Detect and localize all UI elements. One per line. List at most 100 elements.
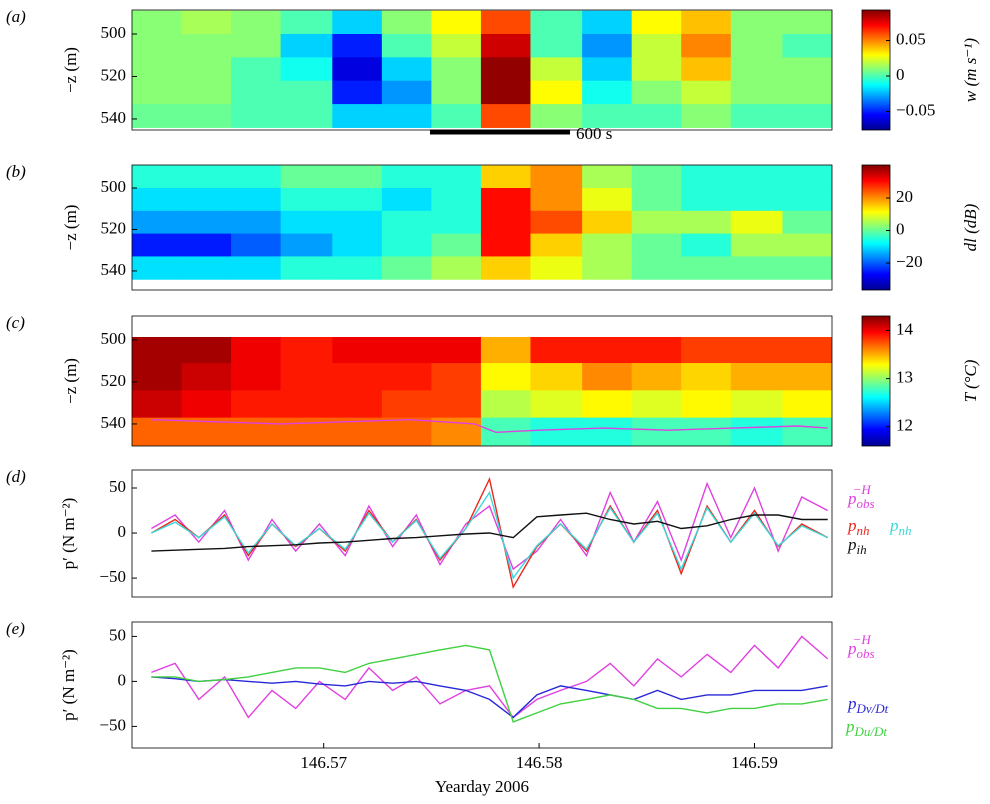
heatmap-cell	[181, 10, 232, 35]
y-tick-label: 520	[101, 218, 127, 237]
heatmap-cell	[431, 104, 482, 128]
heatmap-cell	[280, 104, 333, 128]
heatmap-cell	[480, 165, 531, 189]
y-tick-label: 540	[101, 413, 127, 432]
series-line	[151, 512, 828, 552]
heatmap-cell	[631, 10, 682, 35]
heatmap-cell	[730, 104, 783, 128]
heatmap-cell	[381, 417, 432, 446]
heatmap-cell	[381, 337, 432, 364]
heatmap-cell	[681, 337, 732, 364]
heatmap-cell	[181, 80, 232, 105]
heatmap-cell	[431, 188, 482, 212]
heatmap-cell	[181, 165, 232, 189]
heatmap-cell	[782, 188, 832, 212]
heatmap-cell	[530, 80, 583, 105]
heatmap-cell	[631, 34, 682, 58]
heatmap-cell	[431, 256, 482, 280]
heatmap-cell	[730, 363, 783, 391]
heatmap-cell	[782, 10, 832, 35]
heatmap-cell	[782, 417, 832, 446]
y-axis-label: p′ (N m⁻²)	[59, 649, 78, 721]
heatmap-cell	[231, 104, 282, 128]
heatmap-cell	[280, 80, 333, 105]
heatmap-cell	[280, 10, 333, 35]
heatmap-cell	[431, 34, 482, 58]
heatmap-cell	[280, 210, 333, 235]
x-tick-label: 146.57	[300, 753, 347, 772]
heatmap-cell	[332, 337, 383, 364]
x-axis-label: Yearday 2006	[435, 777, 529, 796]
heatmap-cell	[381, 165, 432, 189]
heatmap-cell	[332, 390, 383, 419]
heatmap-cell	[381, 104, 432, 128]
heatmap-cell	[431, 337, 482, 364]
heatmap-cell	[381, 256, 432, 280]
heatmap-cell	[332, 57, 383, 82]
heatmap-cell	[782, 337, 832, 364]
plot-area	[151, 635, 829, 723]
series-line	[151, 481, 829, 571]
heatmap-cell	[631, 188, 682, 212]
heatmap-cell	[681, 57, 732, 82]
heatmap-cell	[431, 165, 482, 189]
heatmap-cell	[132, 80, 183, 105]
heatmap-cell	[782, 104, 832, 128]
plot-area	[151, 476, 829, 589]
heatmap-cell	[582, 57, 633, 82]
heatmap-cell	[431, 57, 482, 82]
heatmap-cell	[582, 165, 633, 189]
heatmap-cell	[730, 233, 783, 257]
heatmap-cell	[332, 104, 383, 128]
heatmap-cell	[631, 165, 682, 189]
heatmap-cell	[782, 390, 832, 419]
heatmap-cell	[480, 104, 531, 128]
colorbar-tick-label: −0.05	[896, 100, 935, 119]
heatmap-cell	[181, 363, 232, 391]
colorbar-label: w (m s⁻¹)	[961, 38, 980, 102]
legend-entry: pnh	[847, 516, 870, 538]
heatmap-cell	[181, 57, 232, 82]
heatmap-cell	[381, 233, 432, 257]
legend-entry: pobs−H	[847, 482, 875, 511]
heatmap-cell	[582, 417, 633, 446]
heatmap-cell	[582, 390, 633, 419]
heatmap-cell	[231, 188, 282, 212]
heatmap-cell	[681, 256, 732, 280]
colorbar-tick-label: 20	[896, 187, 913, 206]
heatmap-cell	[381, 80, 432, 105]
heatmap-cell	[730, 337, 783, 364]
heatmap-cell	[381, 10, 432, 35]
heatmap-cell	[631, 256, 682, 280]
heatmap-cell	[280, 256, 333, 280]
heatmap-cell	[132, 188, 183, 212]
y-axis-label: −z (m)	[61, 205, 80, 251]
heatmap-cell	[332, 233, 383, 257]
heatmap-cell	[480, 256, 531, 280]
legend-subscript: nh	[857, 523, 870, 538]
heatmap-cell	[181, 188, 232, 212]
heatmap-cell	[782, 34, 832, 58]
heatmap-cell	[231, 80, 282, 105]
heatmap-cell	[181, 210, 232, 235]
y-tick-label: 500	[101, 23, 127, 42]
heatmap-cell	[480, 337, 531, 364]
heatmap-cell	[132, 390, 183, 419]
x-tick-label: 146.59	[731, 753, 778, 772]
colorbar-tick-label: 14	[896, 319, 914, 338]
heatmap-cell	[530, 210, 583, 235]
heatmap-cell	[381, 363, 432, 391]
heatmap-cell	[730, 57, 783, 82]
heatmap-cell	[582, 34, 633, 58]
y-tick-label: 520	[101, 371, 127, 390]
heatmap-cell	[730, 10, 783, 35]
heatmap-cell	[681, 363, 732, 391]
heatmap-cell	[681, 10, 732, 35]
heatmap-cell	[332, 34, 383, 58]
heatmap-cell	[782, 57, 832, 82]
legend-superscript: −H	[853, 632, 872, 647]
heatmap-cell	[132, 57, 183, 82]
legend-name: p	[847, 535, 857, 554]
heatmap-cell	[782, 233, 832, 257]
